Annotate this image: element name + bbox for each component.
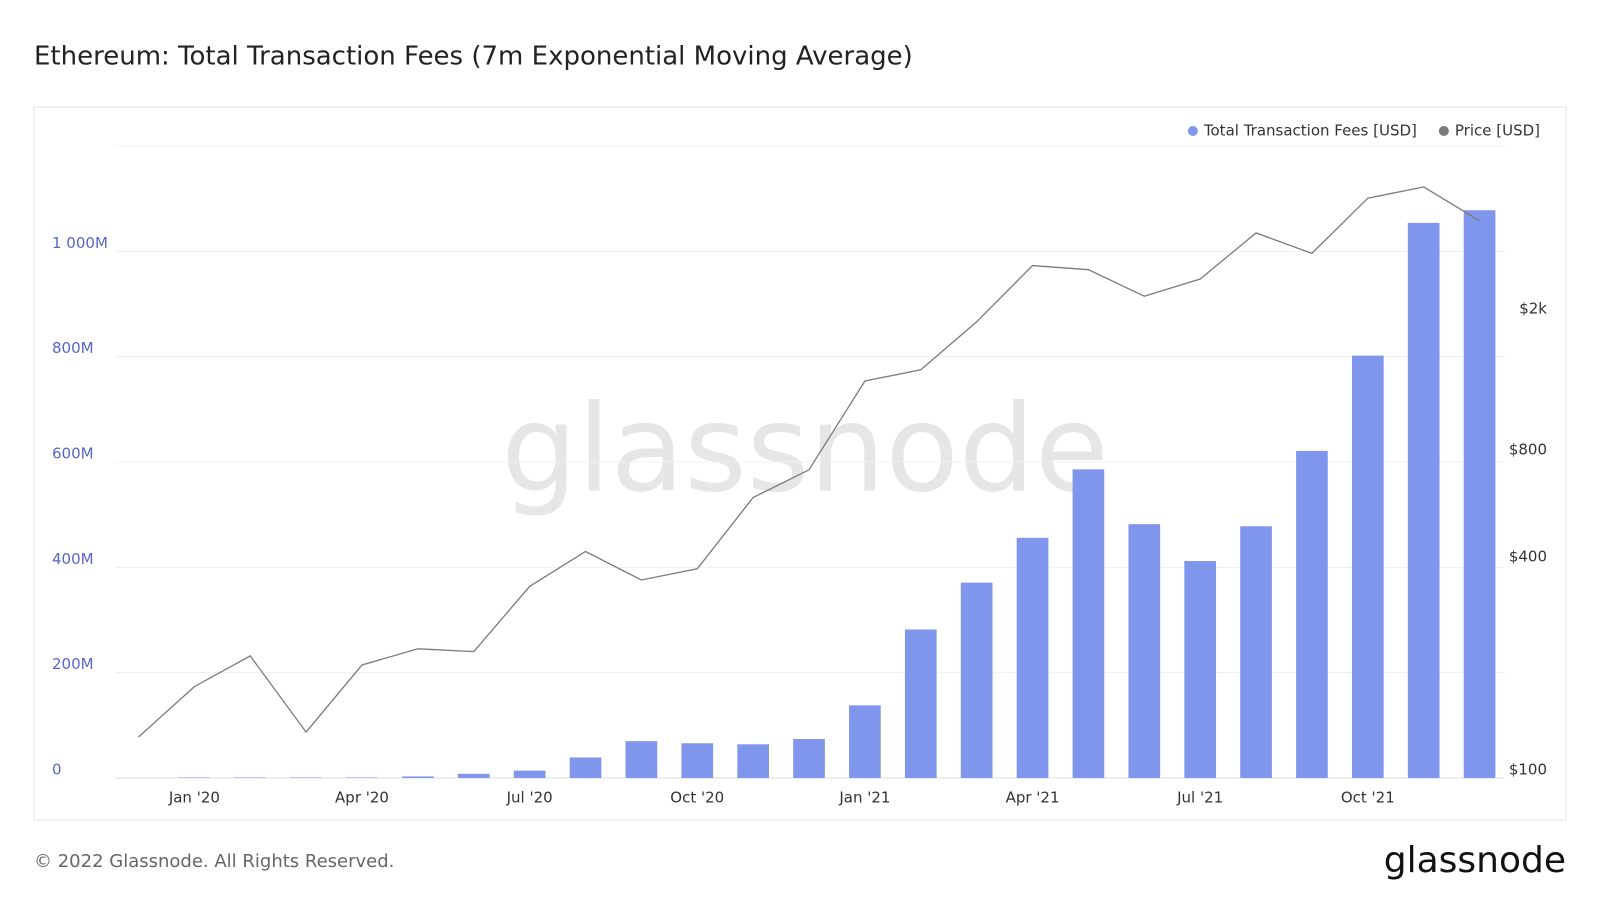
bar [1351, 355, 1384, 778]
watermark: glassnode [501, 381, 1109, 520]
bar [1407, 222, 1440, 779]
bar [1016, 537, 1049, 778]
y2-tick-label: $400 [1509, 547, 1547, 565]
x-tick-label: Jul '20 [506, 789, 553, 807]
bar [290, 777, 322, 778]
bar [904, 629, 937, 778]
bar [178, 777, 211, 778]
bar [960, 582, 993, 778]
y-tick-label: 600M [52, 445, 94, 463]
legend-label: Price [USD] [1455, 122, 1540, 140]
bar [793, 739, 825, 778]
bar [1128, 524, 1161, 778]
footer: © 2022 Glassnode. All Rights Reserved. [34, 851, 394, 872]
y-tick-label: 400M [52, 550, 94, 568]
legend-swatch [1438, 126, 1449, 136]
y-tick-label: 0 [52, 761, 62, 779]
bar [569, 757, 602, 778]
x-tick-label: Oct '20 [670, 789, 724, 807]
bar [849, 705, 881, 778]
bar [1240, 526, 1272, 778]
bar [457, 773, 490, 778]
logo: glassnode [1384, 840, 1566, 881]
y-tick-label: 200M [52, 655, 94, 673]
price-line [138, 186, 1480, 738]
x-tick-label: Jan '21 [838, 789, 890, 807]
chart-title: Ethereum: Total Transaction Fees (7m Exp… [34, 42, 913, 72]
bar [402, 776, 434, 778]
bar [346, 777, 378, 778]
x-tick-label: Oct '21 [1341, 789, 1395, 807]
x-tick-label: Apr '21 [1006, 789, 1060, 807]
bar [625, 741, 658, 778]
y2-tick-label: $2k [1519, 300, 1547, 318]
bar [1184, 561, 1217, 778]
bar [1463, 210, 1496, 779]
legend-label: Total Transaction Fees [USD] [1203, 122, 1417, 140]
bar [1296, 450, 1328, 778]
bar [234, 777, 267, 778]
x-tick-label: Jan '20 [168, 789, 220, 807]
y-tick-label: 1 000M [52, 234, 108, 252]
bar [681, 743, 714, 778]
y2-tick-label: $100 [1509, 761, 1547, 779]
y-tick-label: 800M [52, 339, 94, 357]
x-tick-label: Apr '20 [335, 789, 389, 807]
x-tick-label: Jul '21 [1176, 789, 1223, 807]
bar [513, 770, 546, 778]
bar [1072, 469, 1105, 778]
legend-swatch [1187, 126, 1198, 136]
bar [737, 744, 769, 778]
y2-tick-label: $800 [1509, 441, 1547, 459]
